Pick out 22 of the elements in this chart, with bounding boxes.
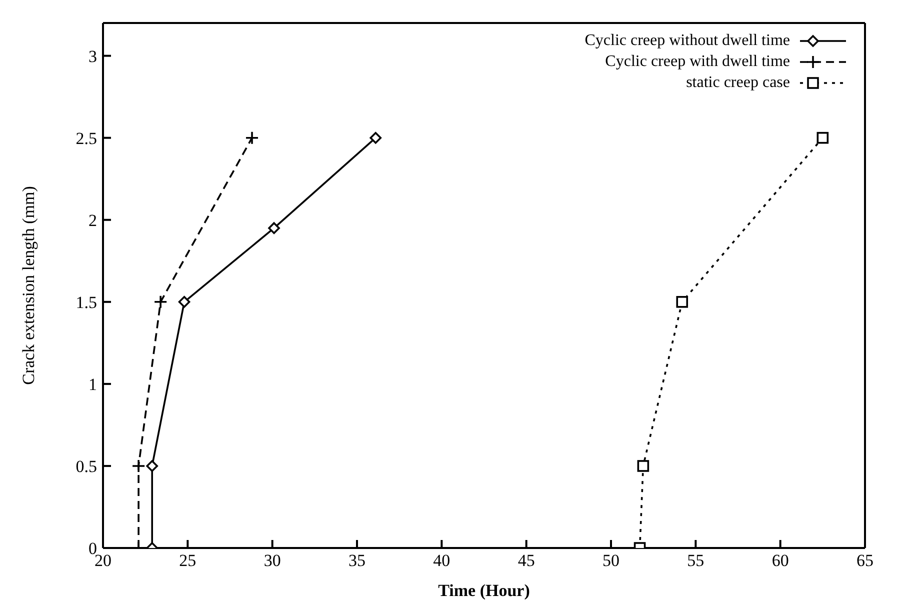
y-tick-label: 1 — [88, 374, 97, 394]
x-tick-label: 25 — [179, 551, 196, 570]
legend-label: Cyclic creep with dwell time — [605, 52, 790, 72]
x-tick-label: 45 — [518, 551, 535, 570]
x-tick-label: 60 — [772, 551, 789, 570]
x-axis-title: Time (Hour) — [438, 581, 530, 600]
y-axis-title: Crack extension length (mm) — [19, 186, 38, 385]
x-tick-label: 35 — [348, 551, 366, 570]
x-tick-label: 20 — [94, 551, 112, 570]
y-tick-label: 2.5 — [76, 128, 97, 148]
y-tick-label: 3 — [88, 46, 97, 66]
y-tick-label: 1.5 — [76, 292, 97, 312]
x-tick-label: 40 — [433, 551, 450, 570]
legend-label: Cyclic creep without dwell time — [584, 31, 790, 51]
x-tick-label: 65 — [856, 551, 874, 570]
x-tick-label: 55 — [687, 551, 704, 570]
y-tick-label: 0.5 — [76, 457, 97, 476]
legend-label: static creep case — [686, 73, 790, 93]
y-tick-label: 2 — [88, 210, 97, 230]
x-tick-label: 50 — [602, 551, 620, 570]
y-tick-label: 0 — [88, 539, 97, 558]
x-tick-label: 30 — [264, 551, 281, 570]
